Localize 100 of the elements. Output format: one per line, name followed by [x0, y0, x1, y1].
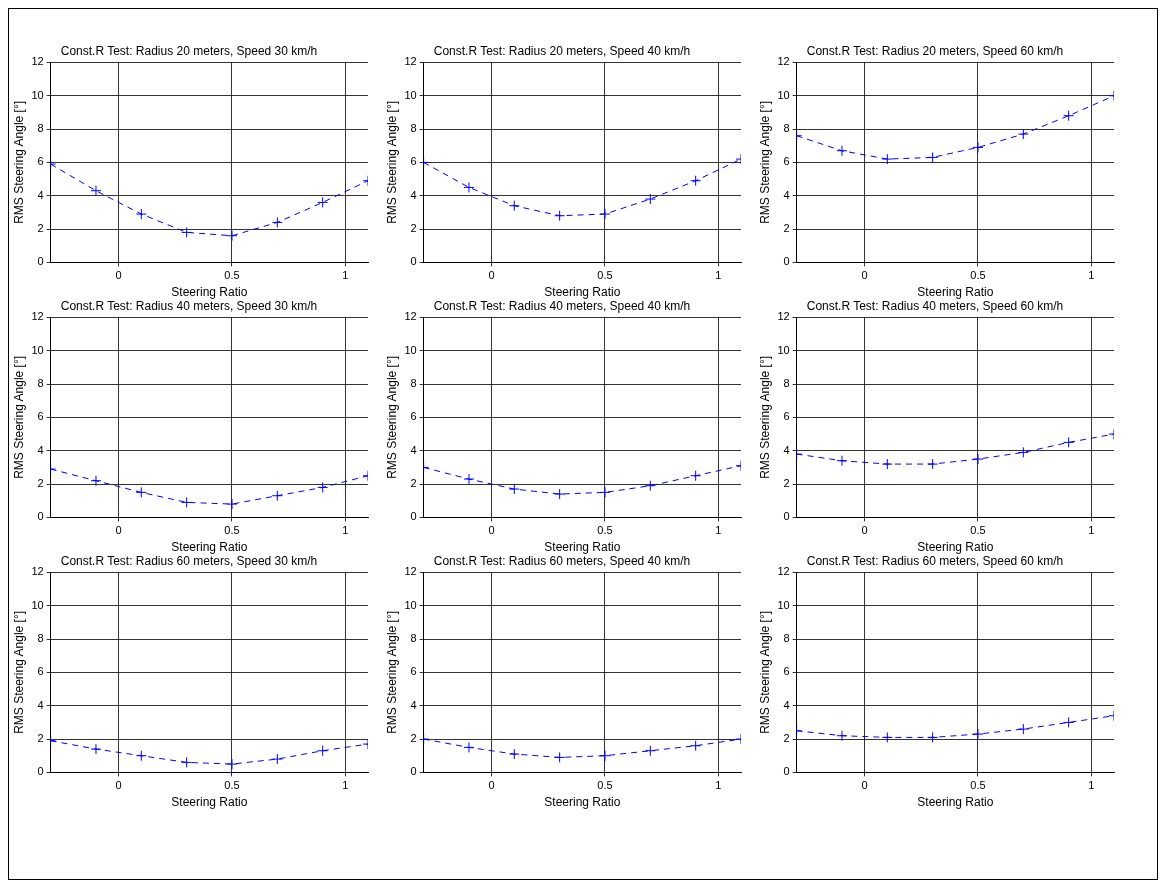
y-tick-label: 12 — [777, 55, 790, 68]
point — [644, 745, 656, 757]
y-tick-label: 2 — [37, 477, 44, 490]
y-tick-label: 0 — [783, 510, 790, 523]
x-tick-label: 1 — [342, 779, 349, 792]
point — [508, 200, 520, 212]
x-axis-title: Steering Ratio — [544, 795, 621, 810]
y-tick-label: 2 — [783, 732, 790, 745]
point — [927, 151, 939, 163]
point — [599, 750, 611, 762]
y-axis-title: RMS Steering Angle [°] — [11, 100, 26, 224]
point — [317, 745, 329, 757]
y-tick-label: 2 — [37, 222, 44, 235]
y-tick-label: 12 — [777, 565, 790, 578]
y-axis-title: RMS Steering Angle [°] — [384, 355, 399, 479]
x-tick-label: 1 — [1088, 779, 1095, 792]
y-tick-label: 0 — [37, 765, 44, 778]
x-tick-label: 0.5 — [224, 524, 240, 537]
y-tick-label: 10 — [31, 343, 44, 356]
point — [599, 208, 611, 220]
x-tick-label: 0.5 — [597, 779, 613, 792]
y-tick-label: 0 — [37, 255, 44, 268]
point — [1063, 110, 1075, 122]
y-tick-label: 12 — [404, 310, 417, 323]
chart-title: Const.R Test: Radius 40 meters, Speed 60 km/h — [806, 298, 1064, 313]
y-tick-label: 6 — [410, 155, 417, 168]
point — [599, 486, 611, 498]
y-tick-label: 6 — [410, 665, 417, 678]
y-tick-label: 4 — [783, 698, 790, 711]
x-tick-label: 0.5 — [970, 269, 986, 282]
y-tick-label: 4 — [783, 188, 790, 201]
x-tick-label: 1 — [342, 269, 349, 282]
point — [463, 741, 475, 753]
x-tick-label: 0 — [488, 779, 495, 792]
y-tick-label: 10 — [31, 88, 44, 101]
y-tick-label: 0 — [783, 765, 790, 778]
y-tick-label: 2 — [410, 222, 417, 235]
y-tick-label: 6 — [783, 410, 790, 423]
point — [690, 175, 702, 187]
x-tick-label: 0.5 — [224, 269, 240, 282]
y-tick-label: 2 — [410, 732, 417, 745]
x-tick-label: 1 — [1088, 269, 1095, 282]
y-tick-label: 2 — [410, 477, 417, 490]
y-tick-label: 4 — [410, 443, 417, 456]
point — [226, 758, 238, 770]
x-tick-label: 0.5 — [597, 269, 613, 282]
point — [836, 145, 848, 157]
point — [226, 230, 238, 242]
y-tick-label: 10 — [404, 343, 417, 356]
point — [181, 756, 193, 768]
point — [927, 731, 939, 743]
y-tick-label: 12 — [31, 565, 44, 578]
y-tick-label: 8 — [37, 377, 44, 390]
point — [271, 490, 283, 502]
y-tick-label: 12 — [404, 55, 417, 68]
x-tick-label: 0 — [488, 524, 495, 537]
y-tick-label: 10 — [404, 88, 417, 101]
point — [226, 498, 238, 510]
x-tick-label: 0.5 — [970, 779, 986, 792]
point — [972, 453, 984, 465]
point — [554, 210, 566, 222]
y-tick-label: 8 — [410, 377, 417, 390]
point — [135, 486, 147, 498]
y-tick-label: 4 — [37, 188, 44, 201]
y-tick-label: 4 — [37, 698, 44, 711]
y-tick-label: 4 — [410, 188, 417, 201]
y-tick-label: 0 — [410, 765, 417, 778]
x-tick-label: 1 — [715, 779, 722, 792]
y-axis-title: RMS Steering Angle [°] — [757, 610, 772, 734]
y-tick-label: 4 — [783, 443, 790, 456]
y-tick-label: 2 — [783, 477, 790, 490]
y-tick-label: 12 — [31, 55, 44, 68]
x-tick-label: 1 — [715, 269, 722, 282]
x-tick-label: 0 — [115, 269, 122, 282]
y-tick-label: 10 — [777, 88, 790, 101]
x-tick-label: 1 — [342, 524, 349, 537]
y-tick-label: 8 — [783, 122, 790, 135]
x-tick-label: 0.5 — [224, 779, 240, 792]
y-tick-label: 8 — [410, 122, 417, 135]
y-tick-label: 10 — [31, 598, 44, 611]
x-tick-label: 0 — [861, 779, 868, 792]
y-tick-label: 0 — [783, 255, 790, 268]
point — [508, 748, 520, 760]
point — [1017, 723, 1029, 735]
y-tick-label: 6 — [37, 410, 44, 423]
point — [644, 480, 656, 492]
y-axis-title: RMS Steering Angle [°] — [11, 355, 26, 479]
y-tick-label: 10 — [777, 598, 790, 611]
point — [1017, 446, 1029, 458]
y-tick-label: 12 — [777, 310, 790, 323]
y-tick-label: 10 — [777, 343, 790, 356]
y-tick-label: 0 — [410, 510, 417, 523]
chart-title: Const.R Test: Radius 20 meters, Speed 30 km/h — [60, 43, 318, 58]
x-axis-title: Steering Ratio — [917, 285, 994, 300]
y-tick-label: 6 — [37, 665, 44, 678]
y-axis-title: RMS Steering Angle [°] — [11, 610, 26, 734]
x-axis-title: Steering Ratio — [917, 540, 994, 555]
chart-title: Const.R Test: Radius 40 meters, Speed 40 km/h — [433, 298, 691, 313]
y-tick-label: 8 — [37, 122, 44, 135]
point — [554, 751, 566, 763]
